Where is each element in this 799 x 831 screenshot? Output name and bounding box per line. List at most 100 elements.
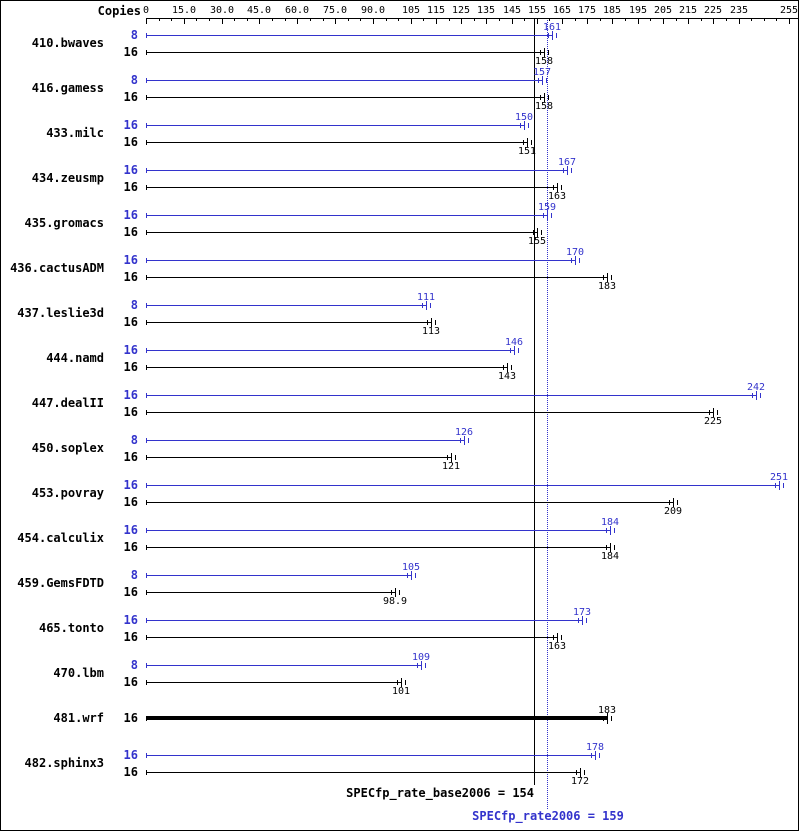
benchmark-label: 410.bwaves [31,36,104,50]
bar-value-label: 98.9 [382,596,408,607]
peak-bar [146,80,542,81]
bar-error-tick [548,95,549,100]
bar-value-label: 178 [585,742,605,753]
copies-value: 16 [123,748,138,762]
bar-start-tick [146,78,147,83]
bar-start-tick [146,680,147,685]
axis-minor-tick [285,18,286,21]
bar-value-label: 184 [600,551,620,562]
base-bar [146,367,507,368]
bar-error-tick [752,393,753,398]
bar-error-tick [546,78,547,83]
bar-value-label: 111 [416,292,436,303]
base-bar [146,97,544,98]
axis-minor-tick [234,18,235,21]
axis-minor-tick [423,18,424,21]
axis-major-tick [184,18,185,24]
bar-error-tick [578,618,579,623]
bar-start-tick [146,123,147,128]
bar-error-tick [576,770,577,775]
peak-bar [146,350,514,351]
bar-value-label: 163 [547,641,567,652]
bar-value-label: 146 [504,337,524,348]
base-bar [146,637,557,638]
base-bar [146,52,544,53]
bar-error-tick [538,78,539,83]
bar-end-tick [557,183,558,192]
copies-value: 8 [130,73,138,87]
benchmark-label: 416.gamess [31,81,104,95]
bar-error-tick [709,410,710,415]
bar-error-tick [591,753,592,758]
bar-end-tick [779,481,780,490]
bar-error-tick [584,770,585,775]
bar-error-tick [561,185,562,190]
bar-error-tick [760,393,761,398]
bar-end-tick [514,346,515,355]
bar-start-tick [146,528,147,533]
axis-tick-label: 165 [552,5,572,16]
copies-value: 16 [123,118,138,132]
axis-minor-tick [549,18,550,21]
bar-error-tick [571,258,572,263]
axis-minor-tick [776,18,777,21]
axis-minor-tick [159,18,160,21]
bar-start-tick [146,213,147,218]
base-bar [146,682,401,683]
bar-value-label: 150 [514,112,534,123]
axis-minor-tick [676,18,677,21]
bar-value-label: 184 [600,517,620,528]
peak-bar [146,575,411,576]
axis-major-tick [638,18,639,24]
bar-error-tick [614,528,615,533]
bar-end-tick [507,363,508,372]
bar-error-tick [548,33,549,38]
copies-value: 16 [123,405,138,419]
axis-tick-label: 235 [729,5,749,16]
axis-tick-label: 255 [779,5,799,16]
bar-value-label: 159 [537,202,557,213]
bar-error-tick [405,680,406,685]
copies-value: 16 [123,765,138,779]
copies-value: 16 [123,540,138,554]
copies-value: 16 [123,253,138,267]
axis-tick-label: 45.0 [246,5,272,16]
copies-value: 16 [123,90,138,104]
x-axis-line [146,18,798,19]
copies-value: 8 [130,658,138,672]
axis-major-tick [789,18,790,24]
bar-start-tick [146,168,147,173]
bar-error-tick [427,320,428,325]
peak-bar [146,665,421,666]
copies-value: 16 [123,711,138,725]
benchmark-label: 470.lbm [53,666,104,680]
bar-error-tick [407,573,408,578]
axis-tick-label: 215 [678,5,698,16]
bar-value-label: 209 [663,506,683,517]
peak-bar [146,395,756,396]
bar-start-tick [146,635,147,640]
axis-minor-tick [474,18,475,21]
base-bar [146,457,451,458]
bar-end-tick [595,751,596,760]
bar-value-label: 225 [703,416,723,427]
bar-end-tick [401,678,402,687]
axis-minor-tick [348,18,349,21]
base-bar [146,232,537,233]
bar-start-tick [146,590,147,595]
axis-minor-tick [625,18,626,21]
peak-bar [146,530,610,531]
axis-major-tick [297,18,298,24]
axis-major-tick [663,18,664,24]
axis-minor-tick [524,18,525,21]
axis-minor-tick [323,18,324,21]
bar-error-tick [548,50,549,55]
axis-major-tick [436,18,437,24]
bar-error-tick [669,500,670,505]
bar-start-tick [146,410,147,415]
bar-end-tick [607,713,608,724]
bar-start-tick [146,438,147,443]
bar-error-tick [528,123,529,128]
base-bar [146,187,557,188]
